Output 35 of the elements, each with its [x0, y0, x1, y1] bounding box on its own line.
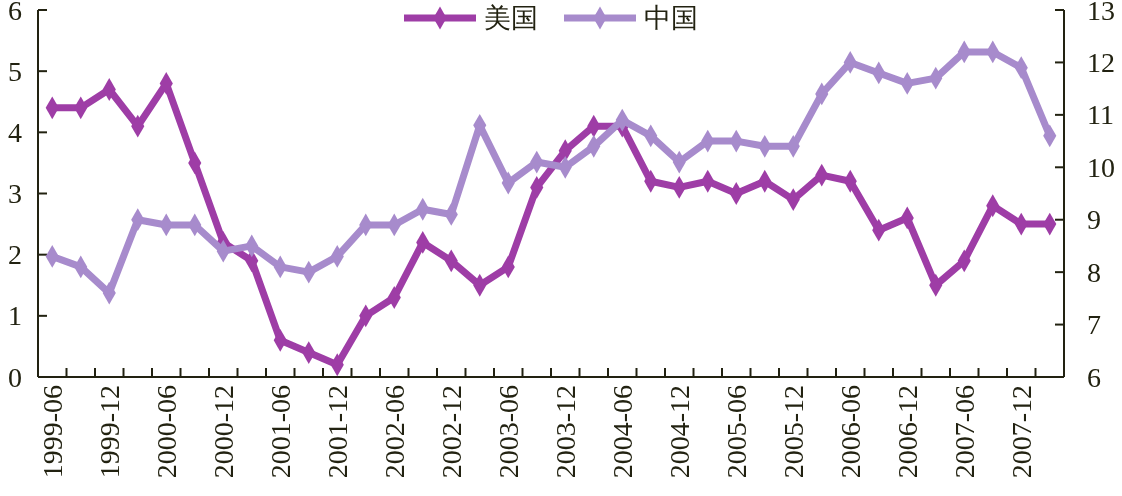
legend-label: 美国: [484, 3, 538, 33]
x-tick-label: 2000-06: [150, 385, 182, 479]
x-tick-label: 2006-06: [834, 385, 866, 479]
x-tick-label: 2003-06: [492, 385, 524, 479]
y-tick-label: 5: [8, 55, 22, 87]
y-tick-label: 4: [8, 116, 22, 148]
x-tick-label: 2004-12: [663, 385, 695, 479]
y-tick-label: 2: [8, 239, 22, 271]
x-tick-label: 2001-12: [321, 385, 353, 479]
x-tick-label: 2007-06: [948, 385, 980, 479]
y2-tick-label: 12: [1087, 46, 1115, 78]
x-tick-label: 2001-06: [264, 385, 296, 479]
y2-tick-label: 10: [1087, 151, 1115, 183]
y-tick-label: 1: [8, 300, 22, 332]
legend-label: 中国: [644, 3, 698, 33]
x-tick-label: 2000-12: [207, 385, 239, 479]
x-tick-label: 2003-12: [549, 385, 581, 479]
x-tick-label: 2002-12: [435, 385, 467, 479]
x-tick-label: 1999-06: [36, 385, 68, 479]
y2-tick-label: 9: [1087, 204, 1101, 236]
x-tick-label: 2002-06: [378, 385, 410, 479]
x-tick-label: 2004-06: [606, 385, 638, 479]
y2-tick-label: 8: [1087, 256, 1101, 288]
y-tick-label: 6: [8, 0, 22, 26]
y2-tick-label: 11: [1087, 99, 1114, 131]
y-tick-label: 3: [8, 178, 22, 209]
x-tick-label: 2005-06: [720, 385, 752, 479]
x-tick-label: 2005-12: [777, 385, 809, 479]
y2-tick-label: 13: [1087, 0, 1115, 26]
y-tick-label: 0: [8, 361, 22, 393]
x-tick-label: 2006-12: [891, 385, 923, 479]
x-tick-label: 1999-12: [93, 385, 125, 479]
y2-tick-label: 6: [1087, 361, 1101, 393]
y2-tick-label: 7: [1087, 309, 1101, 341]
x-tick-label: 2007-12: [1005, 385, 1037, 479]
